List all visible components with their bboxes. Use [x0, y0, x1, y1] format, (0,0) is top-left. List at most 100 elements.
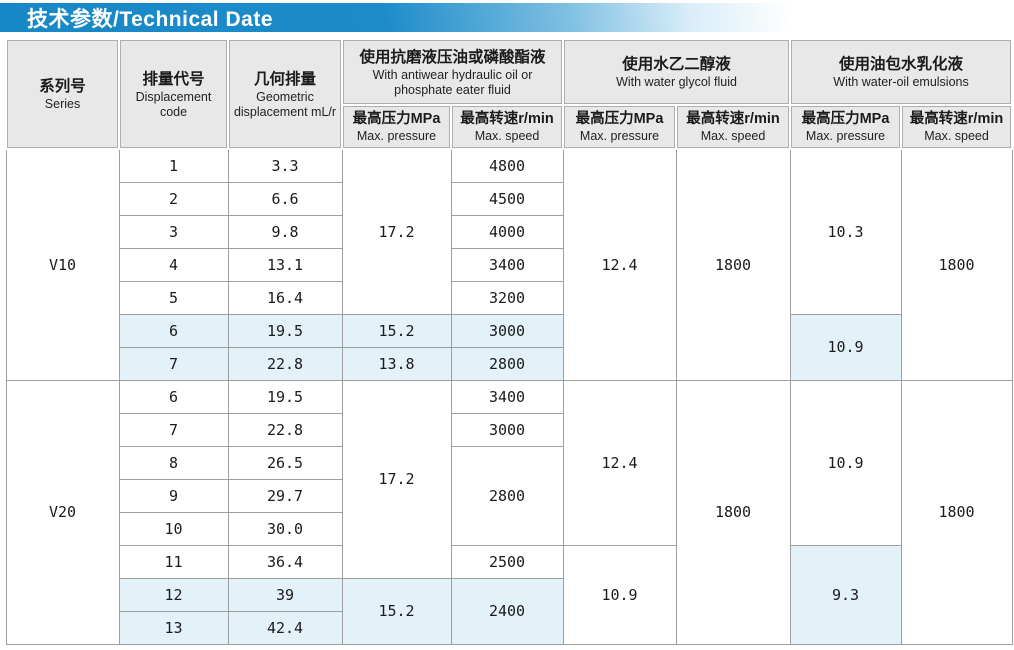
data-cell: 1800: [675, 148, 791, 381]
group-water-oil-zh: 使用油包水乳化液: [839, 56, 964, 73]
data-cell: 12.4: [562, 379, 677, 546]
data-cell: 7: [118, 412, 229, 447]
table-row: 7 22.8 13.8 2800: [6, 346, 1012, 381]
col-header-displacement-zh: 几何排量: [253, 70, 316, 88]
group-water-glycol-en: With water glycol fluid: [616, 75, 737, 89]
data-cell: 16.4: [227, 280, 343, 315]
table-header: 系列号 Series 排量代号 Displacement code 几何排量 G…: [5, 38, 1014, 150]
data-cell: 17.2: [341, 148, 452, 315]
data-cell: 2800: [450, 445, 564, 546]
data-cell: 1800: [675, 379, 791, 645]
table-row: 3 9.8 4000: [6, 214, 1012, 249]
col-header-code-zh: 排量代号: [142, 70, 205, 88]
header-row-sub: 最高压力MPa Max. pressure 最高转速r/min Max. spe…: [6, 104, 1014, 150]
group-water-oil-en: With water-oil emulsions: [833, 75, 969, 89]
data-cell: 9: [118, 478, 229, 513]
table-row: 9 29.7: [6, 478, 1012, 513]
data-cell: 15.2: [341, 313, 452, 348]
data-cell: 10.9: [789, 379, 902, 546]
data-cell: 2500: [450, 544, 564, 579]
data-cell: 22.8: [227, 412, 343, 447]
data-cell: 4500: [450, 181, 564, 216]
col-header-series-en: Series: [44, 97, 81, 111]
sub-header-glycol-pressure: 最高压力MPa Max. pressure: [562, 104, 678, 150]
sub-pressure-zh: 最高压力MPa: [352, 111, 441, 127]
group-antiwear-en: With antiwear hydraulic oil or phosphate…: [372, 67, 533, 97]
data-cell: 10.3: [789, 148, 902, 315]
title-bar: 技术参数/Technical Date: [0, 3, 1014, 32]
col-header-displacement-code: 排量代号 Displacement code: [118, 38, 229, 150]
sub-pressure-en: Max. pressure: [805, 129, 886, 143]
data-cell: 13.1: [227, 247, 343, 282]
data-cell: 13.8: [341, 346, 452, 381]
sub-header-antiwear-pressure: 最高压力MPa Max. pressure: [341, 104, 452, 150]
sub-speed-en: Max. speed: [474, 129, 540, 143]
data-cell: 9.3: [789, 544, 902, 645]
data-cell: 8: [118, 445, 229, 480]
series-cell: V20: [5, 379, 120, 645]
header-row-groups: 系列号 Series 排量代号 Displacement code 几何排量 G…: [5, 38, 1014, 150]
data-cell: 1800: [900, 379, 1013, 645]
col-header-series: 系列号 Series: [5, 38, 120, 150]
table-row: V10 1 3.3 17.2 4800 12.4 1800 10.3 1800: [5, 148, 1013, 381]
data-cell: 13: [118, 610, 229, 645]
col-header-displacement-en: Geometric displacement mL/r: [233, 89, 337, 119]
data-cell: 2: [118, 181, 229, 216]
sub-speed-en: Max. speed: [924, 129, 989, 143]
data-cell: 6: [118, 379, 229, 414]
data-cell: 3000: [450, 313, 564, 348]
sub-header-emulsion-speed: 最高转速r/min Max. speed: [900, 104, 1014, 150]
data-cell: 2800: [450, 346, 564, 381]
data-cell: 10.9: [562, 544, 677, 645]
data-cell: 1: [118, 148, 229, 183]
data-cell: 10.9: [789, 313, 902, 381]
col-header-code-en: Displacement code: [135, 89, 212, 119]
page-title: 技术参数/Technical Date: [27, 7, 273, 31]
data-cell: 19.5: [227, 379, 343, 414]
col-header-series-zh: 系列号: [39, 78, 86, 95]
data-cell: 19.5: [227, 313, 343, 348]
data-cell: 22.8: [227, 346, 343, 381]
sub-speed-zh: 最高转速r/min: [460, 111, 554, 127]
group-antiwear-zh: 使用抗磨液压油或磷酸酯液: [359, 48, 546, 66]
data-cell: 36.4: [227, 544, 343, 579]
sub-header-glycol-speed: 最高转速r/min Max. speed: [675, 104, 792, 150]
data-cell: 6.6: [227, 181, 343, 216]
table-row: V20 6 19.5 17.2 3400 12.4 1800 10.9 1800: [5, 379, 1013, 645]
data-cell: 3000: [450, 412, 564, 447]
data-cell: 1800: [900, 148, 1013, 381]
data-cell: 39: [227, 577, 343, 612]
data-cell: 3.3: [227, 148, 343, 183]
technical-data-table: 系列号 Series 排量代号 Displacement code 几何排量 G…: [5, 38, 1014, 645]
data-cell: 12.4: [562, 148, 677, 381]
data-cell: 26.5: [227, 445, 343, 480]
table-row: 12 39 15.2 2400: [6, 577, 1012, 645]
group-water-glycol-zh: 使用水乙二醇液: [622, 56, 731, 73]
sub-header-emulsion-pressure: 最高压力MPa Max. pressure: [789, 104, 903, 150]
data-cell: 3400: [450, 379, 564, 414]
data-cell: 4800: [450, 148, 564, 183]
data-cell: 6: [118, 313, 229, 348]
data-cell: 17.2: [341, 379, 452, 579]
table-body: V10 1 3.3 17.2 4800 12.4 1800 10.3 1800 2 6.6 4500 3…: [5, 148, 1013, 645]
sub-speed-zh: 最高转速r/min: [909, 111, 1004, 127]
data-cell: 11: [118, 544, 229, 579]
col-header-geometric-displacement: 几何排量 Geometric displacement mL/r: [227, 38, 343, 150]
data-cell: 15.2: [341, 577, 452, 645]
data-cell: 29.7: [227, 478, 343, 513]
series-cell: V10: [5, 148, 120, 381]
data-cell: 3200: [450, 280, 564, 315]
sub-speed-en: Max. speed: [700, 129, 766, 143]
sub-speed-zh: 最高转速r/min: [686, 111, 780, 127]
table-row: 6 19.5 15.2 3000 10.9: [6, 313, 1012, 381]
table-row: 2 6.6 4500: [6, 181, 1012, 216]
data-cell: 3: [118, 214, 229, 249]
data-cell: 10: [118, 511, 229, 546]
data-cell: 30.0: [227, 511, 343, 546]
data-cell: 2400: [450, 577, 564, 645]
data-cell: 4: [118, 247, 229, 282]
table-row: 10 30.0: [6, 511, 1012, 546]
sub-header-antiwear-speed: 最高转速r/min Max. speed: [449, 104, 565, 150]
sub-pressure-en: Max. pressure: [579, 129, 660, 143]
data-cell: 5: [118, 280, 229, 315]
